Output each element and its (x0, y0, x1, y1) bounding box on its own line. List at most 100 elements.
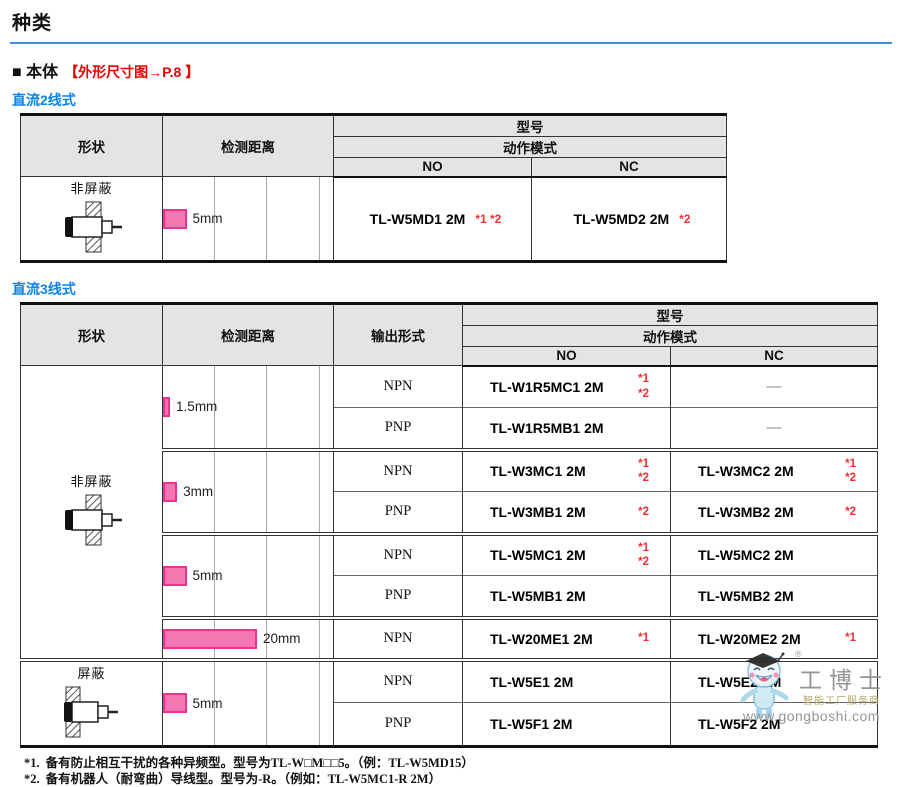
model-number: TL-W5E1 2M (490, 674, 573, 690)
shape-cell-unshielded: 非屏蔽 (21, 366, 163, 660)
model-cell-nc: — (671, 366, 878, 408)
section-dimension-ref-link[interactable]: 【外形尺寸图→P.8 】 (64, 64, 199, 80)
output-type-cell: NPN (334, 660, 463, 703)
model-note: *2 (638, 387, 649, 401)
output-type-cell: PNP (334, 576, 463, 618)
model-cell-no: TL-W5MB1 2M (463, 576, 671, 618)
model-cell-nc: — (671, 408, 878, 450)
sensor-unshielded-icon (60, 200, 124, 259)
model-note: *1 (638, 631, 649, 645)
watermark-tagline: 智能工厂服务商 (803, 692, 880, 707)
model-number: TL-W3MB2 2M (698, 504, 794, 520)
col-header-shape: 形状 (21, 115, 163, 177)
distance-bar (163, 482, 177, 502)
mascot-icon (739, 645, 791, 738)
table-row: 非屏蔽 (21, 177, 727, 262)
footnote-2: *2.备有机器人（耐弯曲）导线型。型号为-R。（例如：TL-W5MC1-R 2M… (24, 771, 892, 787)
model-cell-no: TL-W3MB1 2M *2 (463, 492, 671, 534)
distance-bar (163, 209, 187, 229)
output-type-cell: PNP (334, 492, 463, 534)
distance-cell: 5mm (163, 534, 334, 618)
distance-label: 3mm (183, 484, 213, 499)
model-note: *1 (638, 372, 649, 386)
col-header-no: NO (463, 347, 671, 366)
col-header-model: 型号 (334, 115, 727, 137)
col-header-shape: 形状 (21, 304, 163, 366)
model-number: TL-W3MB1 2M (490, 504, 586, 520)
distance-label: 1.5mm (176, 399, 217, 414)
dc-3wire-label: 直流3线式 (12, 279, 892, 299)
model-number: TL-W1R5MC1 2M (490, 379, 604, 395)
shape-label: 非屏蔽 (70, 178, 112, 197)
col-header-model: 型号 (463, 304, 878, 326)
model-cell-no: TL-W3MC1 2M *1*2 (463, 450, 671, 492)
distance-cell: 1.5mm (163, 366, 334, 450)
distance-bar (163, 629, 257, 649)
distance-bar (163, 397, 170, 417)
model-note: *1 *2 (475, 212, 501, 226)
distance-bar (163, 693, 187, 713)
model-number: TL-W1R5MB1 2M (490, 420, 604, 436)
model-cell-no: TL-W5MD1 2M *1 *2 (334, 177, 532, 262)
output-type-cell: PNP (334, 408, 463, 450)
sensor-unshielded-icon (60, 493, 124, 552)
output-type-cell: NPN (334, 618, 463, 660)
distance-label: 20mm (263, 631, 301, 646)
model-number: TL-W5MB2 2M (698, 588, 794, 604)
watermark-brand: 工博士 (799, 661, 889, 695)
model-cell-no: TL-W1R5MC1 2M *1*2 (463, 366, 671, 408)
model-cell-no: TL-W5E1 2M (463, 660, 671, 703)
model-number: TL-W3MC1 2M (490, 463, 586, 479)
footnote-marker: *2. (24, 772, 40, 786)
col-header-mode: 动作模式 (334, 137, 727, 158)
model-cell-nc: TL-W5MB2 2M (671, 576, 878, 618)
col-header-output: 输出形式 (334, 304, 463, 366)
model-cell-no: TL-W1R5MB1 2M (463, 408, 671, 450)
distance-cell: 5mm (163, 177, 334, 262)
model-number: TL-W5MC2 2M (698, 547, 794, 563)
footnote-text: 备有防止相互干扰的各种异频型。型号为TL-W□M□□5。（例：TL-W5MD15… (46, 756, 474, 770)
model-note: *2 (638, 505, 649, 519)
model-number: TL-W5MC1 2M (490, 547, 586, 563)
distance-cell: 20mm (163, 618, 334, 660)
no-model-dash: — (767, 378, 782, 395)
model-cell-nc: TL-W5MC2 2M (671, 534, 878, 576)
model-note: *2 (638, 471, 649, 485)
model-note: *2 (638, 555, 649, 569)
no-model-dash: — (767, 419, 782, 436)
title-underline (10, 42, 892, 44)
col-header-mode: 动作模式 (463, 326, 878, 347)
model-number: TL-W5MD2 2M (573, 211, 669, 227)
col-header-distance: 检测距离 (163, 304, 334, 366)
shape-label: 屏蔽 (77, 663, 105, 682)
sensor-shielded-icon (60, 685, 124, 744)
distance-cell: 3mm (163, 450, 334, 534)
watermark: ® 工博士 智能工厂服务商 www.gongboshi.com (733, 641, 900, 740)
output-type-cell: NPN (334, 534, 463, 576)
col-header-nc: NC (671, 347, 878, 366)
model-cell-nc: TL-W3MC2 2M *1*2 (671, 450, 878, 492)
shape-cell: 非屏蔽 (21, 177, 163, 262)
col-header-nc: NC (532, 158, 727, 177)
watermark-url[interactable]: www.gongboshi.com (743, 708, 880, 724)
footnote-1: *1. 备有防止相互干扰的各种异频型。型号为TL-W□M□□5。（例：TL-W5M… (24, 755, 892, 771)
model-number: TL-W5F1 2M (490, 716, 572, 732)
model-number: TL-W5MB1 2M (490, 588, 586, 604)
distance-label: 5mm (193, 211, 223, 226)
model-note: *2 (679, 212, 690, 226)
output-type-cell: NPN (334, 366, 463, 408)
model-note: *2 (845, 471, 856, 485)
model-note: *1 (638, 541, 649, 555)
model-number: TL-W5MD1 2M (370, 211, 466, 227)
col-header-no: NO (334, 158, 532, 177)
page-title: 种类 (12, 8, 892, 35)
table-row: 非屏蔽 (21, 366, 878, 408)
shape-cell-shielded: 屏蔽 (21, 660, 163, 747)
model-note: *1 (845, 457, 856, 471)
footnotes: *1. 备有防止相互干扰的各种异频型。型号为TL-W□M□□5。（例：TL-W5M… (24, 755, 892, 787)
distance-label: 5mm (193, 568, 223, 583)
output-type-cell: NPN (334, 450, 463, 492)
footnote-marker: *1. (24, 756, 40, 770)
dc-2wire-table: 形状 检测距离 型号 动作模式 NO NC 非屏蔽 (20, 113, 727, 263)
model-cell-nc: TL-W5MD2 2M *2 (532, 177, 727, 262)
